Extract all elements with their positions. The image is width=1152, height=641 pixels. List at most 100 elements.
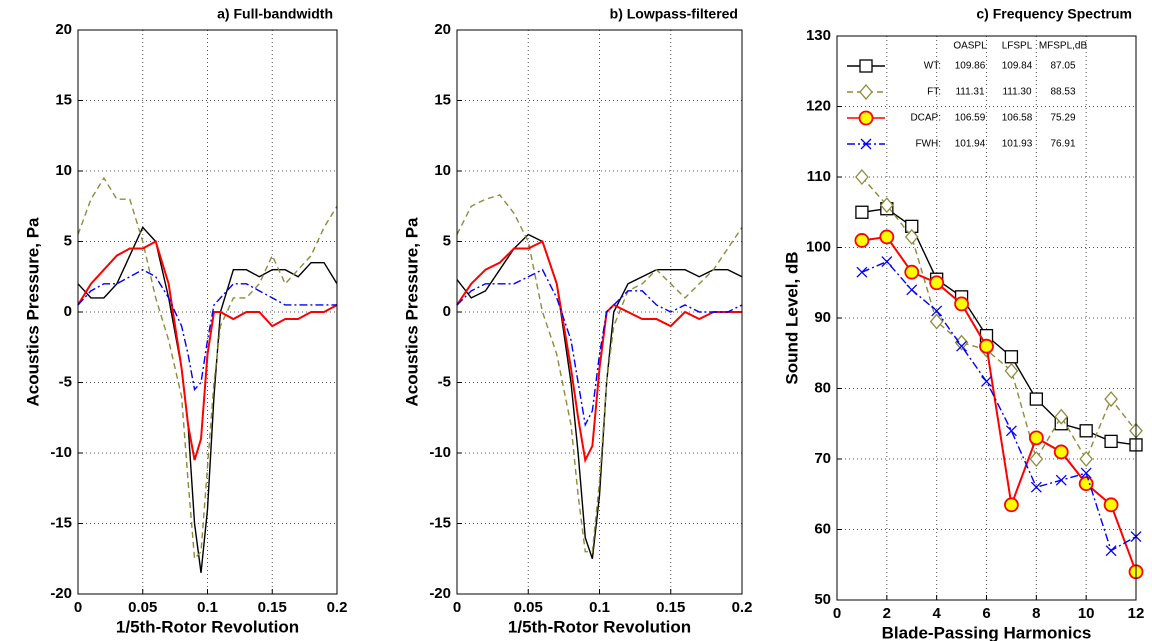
y-tick-label: 90 bbox=[814, 309, 831, 326]
x-tick-label: 10 bbox=[1078, 605, 1095, 622]
marker bbox=[1079, 451, 1094, 467]
y-tick-label: -15 bbox=[429, 514, 451, 531]
table-header: OASPL bbox=[953, 41, 987, 52]
marker bbox=[859, 84, 873, 100]
x-tick-label: 0 bbox=[453, 599, 461, 616]
y-tick-label: 110 bbox=[807, 168, 831, 185]
x-tick-label: 4 bbox=[932, 605, 941, 622]
table-cell: 109.84 bbox=[1002, 61, 1033, 72]
marker bbox=[879, 229, 895, 245]
y-tick-label: 20 bbox=[434, 21, 451, 38]
marker bbox=[929, 313, 944, 330]
marker bbox=[1105, 545, 1117, 557]
marker bbox=[1004, 497, 1019, 513]
table-cell: 87.05 bbox=[1050, 61, 1075, 72]
y-axis-label: Sound Level, dB bbox=[782, 251, 801, 384]
legend-label: WT: bbox=[924, 61, 941, 72]
marker bbox=[1054, 408, 1069, 425]
table-cell: 111.30 bbox=[1002, 87, 1032, 98]
x-axis-label: Blade-Passing Harmonics bbox=[882, 623, 1092, 641]
x-tick-label: 0.2 bbox=[327, 599, 348, 616]
marker bbox=[858, 110, 874, 126]
y-tick-label: -10 bbox=[429, 444, 451, 461]
x-tick-label: 0 bbox=[74, 599, 82, 616]
y-tick-label: -20 bbox=[50, 585, 72, 602]
marker bbox=[954, 296, 969, 312]
chart-title: c) Frequency Spectrum bbox=[976, 6, 1132, 22]
series-line bbox=[861, 260, 1137, 552]
marker bbox=[1004, 350, 1019, 364]
marker bbox=[1080, 467, 1092, 479]
y-tick-label: 100 bbox=[806, 238, 831, 255]
marker bbox=[931, 305, 943, 317]
legend-label: FWH: bbox=[915, 139, 941, 150]
series-line bbox=[456, 240, 742, 464]
marker bbox=[854, 233, 870, 248]
table-cell: 106.58 bbox=[1002, 113, 1033, 124]
x-tick-label: 2 bbox=[883, 605, 891, 622]
legend: OASPL LFSPL MFSPL,dB WT: 109.86 109.84 87.05 FT… bbox=[847, 41, 1088, 150]
marker bbox=[979, 338, 994, 354]
marker bbox=[904, 264, 920, 280]
marker bbox=[1028, 430, 1044, 446]
marker bbox=[956, 340, 968, 352]
x-tick-label: 6 bbox=[982, 605, 990, 622]
series-line bbox=[77, 240, 338, 461]
x-tick-label: 0.05 bbox=[514, 599, 543, 616]
y-tick-label: 15 bbox=[55, 91, 72, 108]
marker bbox=[1005, 425, 1017, 437]
marker bbox=[1030, 481, 1042, 493]
marker bbox=[1104, 391, 1118, 408]
marker bbox=[1029, 392, 1043, 406]
y-tick-label: -15 bbox=[50, 514, 72, 531]
marker bbox=[1104, 434, 1118, 449]
x-tick-label: 0 bbox=[833, 605, 841, 622]
table-header: LFSPL bbox=[1002, 41, 1033, 52]
x-axis-label: 1/5th-Rotor Revolution bbox=[116, 617, 299, 636]
marker bbox=[879, 197, 894, 214]
marker bbox=[1029, 451, 1044, 467]
x-axis-label: 1/5th-Rotor Revolution bbox=[508, 617, 691, 636]
y-tick-label: 15 bbox=[434, 91, 451, 108]
marker bbox=[881, 256, 893, 268]
series-line bbox=[456, 194, 743, 553]
marker bbox=[855, 169, 869, 185]
marker bbox=[1055, 474, 1067, 486]
x-tick-label: 12 bbox=[1128, 605, 1145, 622]
x-tick-label: 0.05 bbox=[128, 599, 157, 616]
table-cell: 88.53 bbox=[1050, 87, 1075, 98]
marker bbox=[855, 205, 869, 219]
y-tick-label: 5 bbox=[443, 232, 451, 249]
plot-frame bbox=[836, 35, 1137, 601]
legend-label: DCAP: bbox=[910, 113, 941, 124]
chart-title: b) Lowpass-filtered bbox=[610, 6, 738, 22]
y-tick-label: 0 bbox=[64, 303, 72, 320]
x-tick-label: 8 bbox=[1032, 605, 1040, 622]
x-tick-label: 0.15 bbox=[258, 599, 287, 616]
x-tick-label: 0.2 bbox=[732, 599, 753, 616]
plot-frame bbox=[77, 29, 338, 595]
marker bbox=[859, 59, 873, 73]
y-axis-label: Acoustics Pressure, Pa bbox=[23, 217, 42, 407]
y-tick-label: 10 bbox=[434, 162, 451, 179]
series-line bbox=[861, 176, 1137, 461]
y-tick-label: 0 bbox=[443, 303, 451, 320]
marker bbox=[1004, 362, 1019, 379]
y-tick-label: 10 bbox=[55, 162, 72, 179]
table-cell: 101.93 bbox=[1002, 139, 1033, 150]
series-line bbox=[77, 176, 338, 561]
x-tick-label: 0.1 bbox=[197, 599, 218, 616]
marker bbox=[1079, 424, 1093, 438]
y-tick-label: 70 bbox=[814, 450, 831, 467]
plot-area bbox=[837, 36, 1136, 600]
table-header: MFSPL,dB bbox=[1039, 41, 1088, 52]
y-tick-label: -5 bbox=[438, 373, 451, 390]
y-tick-label: 130 bbox=[806, 27, 831, 44]
y-tick-label: 80 bbox=[814, 379, 831, 396]
marker bbox=[981, 375, 992, 387]
legend-label: FT: bbox=[927, 87, 941, 98]
marker bbox=[929, 275, 945, 291]
marker bbox=[860, 138, 872, 150]
y-axis-label: Acoustics Pressure, Pa bbox=[402, 217, 421, 407]
table-cell: 101.94 bbox=[955, 139, 986, 150]
